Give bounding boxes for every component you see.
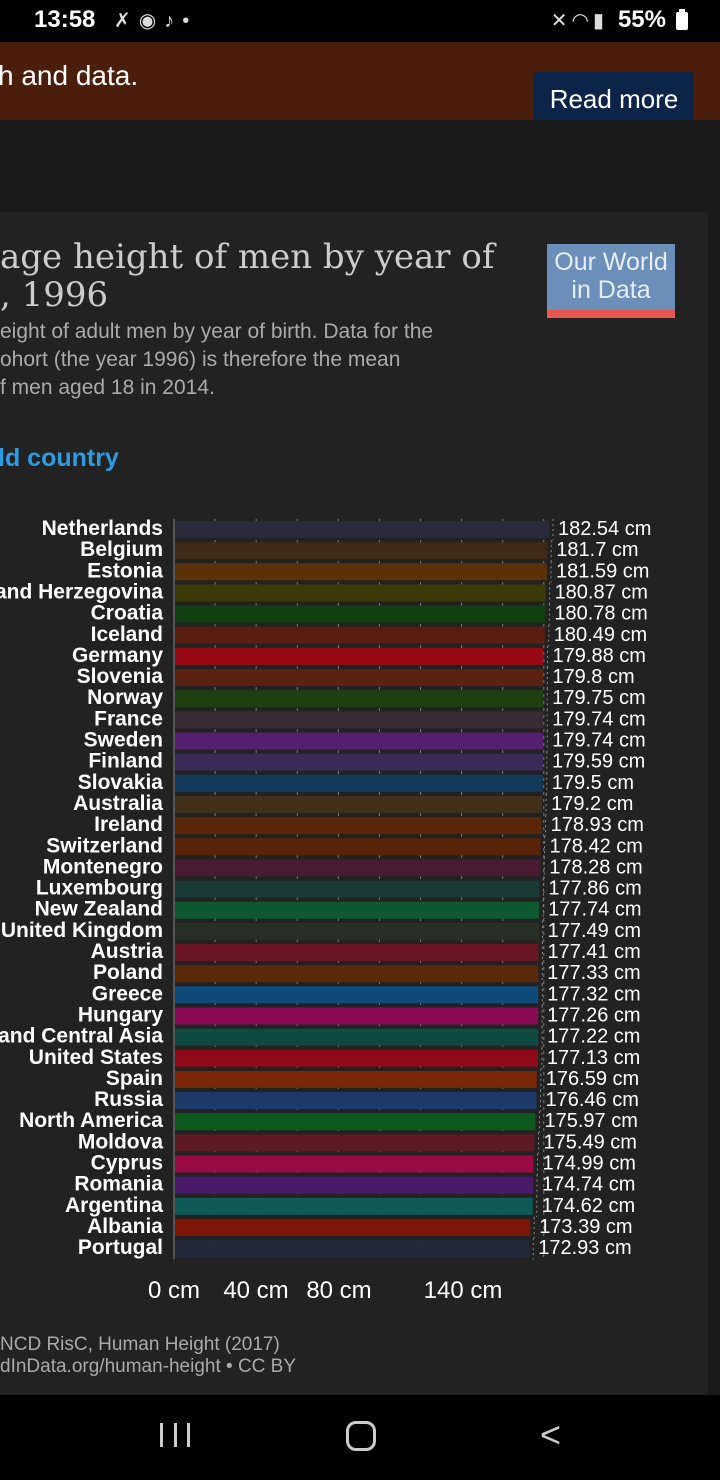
recent-apps-icon[interactable] [160,1423,190,1447]
chart-subtitle-line2: ohort (the year 1996) is therefore the m… [0,348,401,371]
source-line1: NCD RisC, Human Height (2017) [0,1334,280,1355]
notification-icons: ✗◉♪• [114,8,197,33]
status-time: 13:58 [34,6,96,33]
chart-title-line2: , 1996 [0,275,109,315]
owid-logo-underline [547,310,675,318]
chart-subtitle: eight of adult men by year of birth. Dat… [0,318,433,402]
chart-subtitle-line3: f men aged 18 in 2014. [0,376,215,399]
battery-icon [676,9,688,30]
system-icons: ✕◠▮ [551,8,608,33]
logo-line1: Our World [554,248,668,276]
dot-icon: • [182,10,198,32]
home-icon[interactable] [346,1421,376,1451]
nav-bar: < [0,1395,720,1480]
battery-percent: 55% [617,6,666,33]
banner-text: h and data. [0,60,139,91]
wifi-icon: ◠ [571,10,593,32]
back-icon[interactable]: < [540,1414,562,1455]
record-icon: ◉ [138,10,165,32]
owid-logo[interactable]: Our World in Data [547,244,675,310]
promo-banner: h and data. Read more [0,42,720,120]
chart-subtitle-line1: eight of adult men by year of birth. Dat… [0,320,434,343]
signal-icon: ▮ [592,10,608,32]
status-bar: 13:58 ✗◉♪• ✕◠▮ 55% [0,0,720,42]
missed-call-icon: ✗ [114,10,139,32]
tiktok-icon: ♪ [164,10,183,32]
add-country-link[interactable]: ld country [0,444,119,472]
mute-icon: ✕ [550,10,572,32]
source-line2[interactable]: dInData.org/human-height • CC BY [0,1356,297,1377]
logo-line2: in Data [571,276,651,304]
read-more-button[interactable]: Read more [534,72,694,120]
chart-title-line1: age height of men by year of [0,237,495,277]
chart-title: age height of men by year of , 1996 [0,238,494,314]
